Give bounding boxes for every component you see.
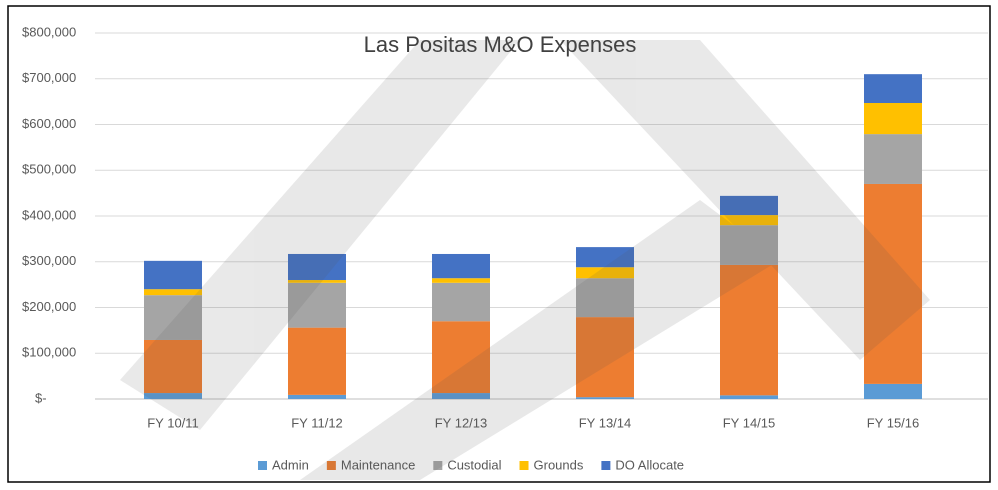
bar-segment xyxy=(432,393,490,399)
y-tick-label: $500,000 xyxy=(22,162,76,177)
x-tick-label: FY 13/14 xyxy=(579,415,632,430)
y-tick-label: $600,000 xyxy=(22,116,76,131)
x-tick-label: FY 11/12 xyxy=(291,415,343,430)
chart-frame xyxy=(7,5,991,483)
bar-segment xyxy=(144,289,202,296)
legend-swatch xyxy=(326,461,336,470)
bar-segment xyxy=(864,102,922,135)
bar-segment xyxy=(720,264,778,396)
x-tick-label: FY 15/16 xyxy=(867,415,920,430)
bar-segment xyxy=(720,225,778,265)
bar-segment xyxy=(720,195,778,216)
y-tick-label: $400,000 xyxy=(22,207,76,222)
bar-segment xyxy=(288,394,346,399)
bar-segment xyxy=(144,393,202,399)
bar-segment xyxy=(288,327,346,395)
plot: $- $100,000 $200,000 $300,000 $400,000 $500,0… xyxy=(22,24,988,472)
bar-segment xyxy=(864,74,922,103)
bar-segment xyxy=(144,295,202,340)
legend-label: Grounds xyxy=(534,457,584,472)
bar-segment xyxy=(864,134,922,184)
y-tick-label: $700,000 xyxy=(22,70,76,85)
bar-segment xyxy=(432,282,490,322)
bar-segment xyxy=(288,280,346,283)
legend-label: Admin xyxy=(272,457,309,472)
x-tick-label: FY 14/15 xyxy=(723,415,776,430)
bar-segment xyxy=(432,278,490,283)
legend-label: Custodial xyxy=(447,457,501,472)
legend-swatch xyxy=(519,461,529,470)
legend-label: DO Allocate xyxy=(615,457,684,472)
y-tick-label: $- xyxy=(35,390,47,405)
bar-segment xyxy=(576,397,634,399)
watermark xyxy=(120,40,930,480)
y-tick-label: $200,000 xyxy=(22,299,76,314)
bar-segment xyxy=(720,395,778,399)
legend-label: Maintenance xyxy=(341,457,415,472)
legend-swatch xyxy=(258,461,267,470)
legend-swatch xyxy=(433,461,443,470)
bar-segment xyxy=(864,383,922,399)
chart-title: Las Positas M&O Expenses xyxy=(364,32,637,57)
bar-segment xyxy=(288,282,346,328)
x-tick-label: FY 10/11 xyxy=(147,415,199,430)
y-tick-label: $100,000 xyxy=(22,345,76,360)
y-tick-label: $300,000 xyxy=(22,253,76,268)
bar-segment xyxy=(144,339,202,394)
bar-segment xyxy=(864,183,922,384)
bar-segment xyxy=(576,247,634,268)
bar-segment xyxy=(432,253,490,279)
legend-swatch xyxy=(601,461,611,470)
bar-segment xyxy=(720,215,778,226)
bar-segment xyxy=(432,321,490,394)
bar-segment xyxy=(576,278,634,318)
x-tick-label: FY 12/13 xyxy=(435,415,488,430)
bar-segment xyxy=(576,267,634,279)
bar-segment xyxy=(576,317,634,398)
bar-segment xyxy=(288,253,346,281)
bar-segment xyxy=(144,260,202,290)
y-tick-label: $800,000 xyxy=(22,24,76,39)
